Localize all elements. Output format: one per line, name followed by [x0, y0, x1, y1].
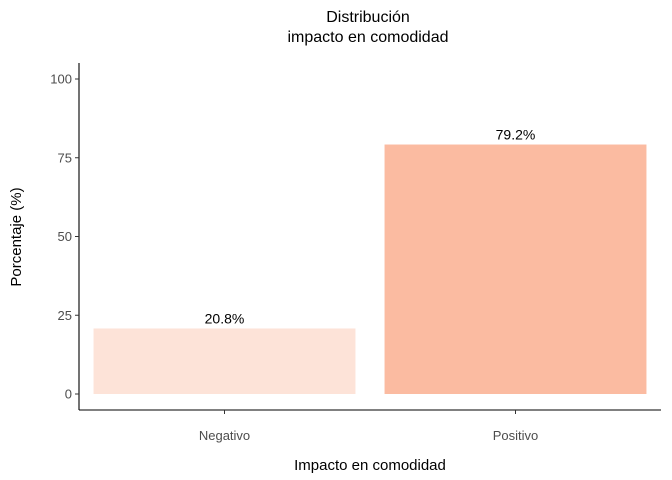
- y-tick-label: 0: [65, 387, 72, 402]
- bar-negativo: [93, 328, 356, 394]
- x-tick-label-negativo: Negativo: [199, 428, 250, 443]
- bars-group: 20.8% 79.2%: [93, 127, 647, 394]
- data-label-negativo: 20.8%: [205, 310, 245, 326]
- chart-title-line-2: impacto en comodidad: [288, 29, 449, 46]
- y-axis-title: Porcentaje (%): [8, 187, 25, 286]
- x-axis: Negativo Positivo: [79, 409, 661, 443]
- y-tick-label: 100: [50, 72, 72, 87]
- y-tick-label: 75: [58, 150, 72, 165]
- y-axis: 0 25 50 75 100: [50, 63, 80, 410]
- y-tick-label: 25: [58, 308, 72, 323]
- data-label-positivo: 79.2%: [496, 127, 536, 143]
- chart-title-line-1: Distribución: [326, 9, 410, 26]
- y-tick-label: 50: [58, 229, 72, 244]
- x-axis-title: Impacto en comodidad: [294, 457, 446, 474]
- bar-positivo: [384, 144, 647, 394]
- x-tick-label-positivo: Positivo: [493, 428, 539, 443]
